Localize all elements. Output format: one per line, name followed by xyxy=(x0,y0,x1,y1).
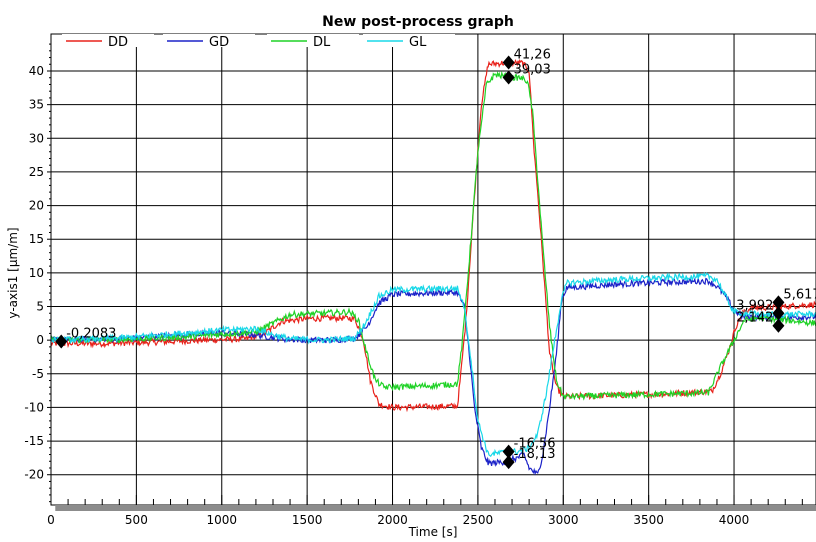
legend-item-bg xyxy=(163,34,255,47)
y-tick-label: 20 xyxy=(29,199,44,213)
data-label: 3,992 xyxy=(736,298,773,313)
x-tick-label: 0 xyxy=(47,513,55,527)
legend-label: GD xyxy=(209,35,229,50)
y-tick-label: 0 xyxy=(36,333,44,347)
data-label: -0,2083 xyxy=(66,327,116,342)
y-tick-label: 30 xyxy=(29,131,44,145)
x-tick-label: 1000 xyxy=(206,513,237,527)
legend-label: DL xyxy=(313,35,331,50)
marker-diamond xyxy=(502,444,515,459)
chart-title: New post-process graph xyxy=(322,14,514,30)
y-tick-label: -20 xyxy=(24,468,44,482)
x-scale-bar xyxy=(55,505,816,511)
x-tick-label: 1500 xyxy=(292,513,323,527)
marker-diamond xyxy=(772,306,785,321)
legend-item-bg xyxy=(62,34,154,47)
marker-diamond xyxy=(502,55,515,70)
legend-label: DD xyxy=(108,35,128,50)
data-label: 39,03 xyxy=(514,63,551,78)
y-tick-label: 40 xyxy=(29,64,44,78)
data-label: 5,617 xyxy=(783,287,816,302)
marker-diamond xyxy=(772,295,785,310)
x-tick-label: 4000 xyxy=(719,513,750,527)
x-axis-label: Time [s] xyxy=(408,525,458,538)
x-tick-label: 500 xyxy=(125,513,148,527)
y-tick-label: -15 xyxy=(24,434,44,448)
legend-item-bg xyxy=(267,34,359,47)
y-tick-label: 15 xyxy=(29,232,44,246)
legend-item-bg xyxy=(363,34,455,47)
y-axis-label: y-axis1 [µm/m] xyxy=(6,227,20,318)
y-tick-label: 5 xyxy=(36,300,44,314)
series-line-gl xyxy=(50,271,816,458)
y-tick-label: 35 xyxy=(29,98,44,112)
y-tick-label: 25 xyxy=(29,165,44,179)
y-tick-label: -10 xyxy=(24,400,44,414)
x-tick-label: 3000 xyxy=(548,513,579,527)
data-label: -16,56 xyxy=(514,437,556,452)
marker-diamond xyxy=(502,455,515,470)
data-label: 41,26 xyxy=(514,48,551,63)
x-tick-label: 2500 xyxy=(463,513,494,527)
x-tick-label: 2000 xyxy=(377,513,408,527)
legend: DD GD DL GL xyxy=(62,34,455,50)
data-label: -18,13 xyxy=(514,447,556,462)
series-line-dl xyxy=(50,70,816,401)
y-tick-label: -5 xyxy=(32,367,44,381)
data-label: 2,142 xyxy=(736,311,773,326)
marker-diamond xyxy=(55,334,68,349)
legend-label: GL xyxy=(409,35,427,50)
marker-diamond xyxy=(502,70,515,85)
marker-diamond xyxy=(772,318,785,333)
x-tick-label: 3500 xyxy=(633,513,664,527)
y-tick-label: 10 xyxy=(29,266,44,280)
grid xyxy=(50,34,816,505)
series-layer xyxy=(50,58,816,476)
